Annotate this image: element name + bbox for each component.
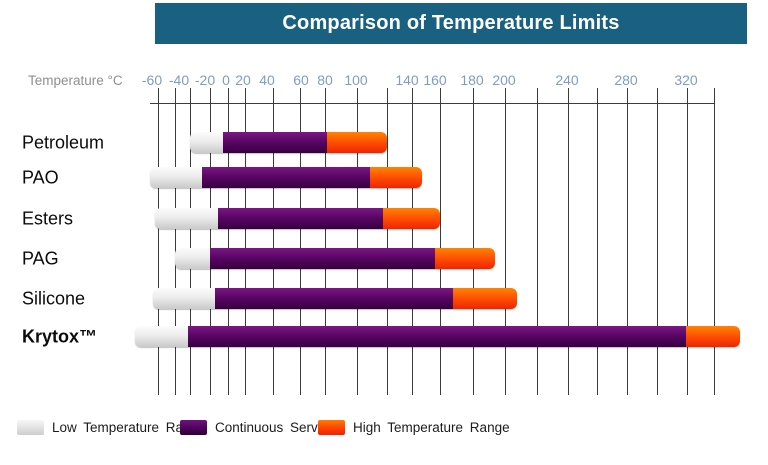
bar-esters	[155, 208, 440, 229]
gridline	[210, 88, 211, 395]
bar-pao-high	[370, 167, 422, 188]
tick-label--60: -60	[141, 72, 163, 88]
category-label-pao: PAO	[22, 167, 59, 187]
category-label-pag: PAG	[22, 248, 59, 268]
legend: Low Temperature Range Continuous Service…	[0, 420, 768, 446]
tick-label-180: 180	[460, 72, 484, 88]
gridline	[687, 88, 688, 395]
gridline	[597, 88, 598, 395]
category-label-petroleum: Petroleum	[22, 132, 105, 152]
bar-pag-high	[435, 248, 495, 269]
legend-swatch-high-icon	[318, 420, 345, 435]
gridline	[300, 88, 301, 395]
tick-label--20: -20	[194, 72, 216, 88]
bar-petroleum	[190, 132, 387, 153]
category-label-krytox: Krytox™	[22, 326, 98, 346]
gridline	[228, 88, 229, 395]
bar-esters-continuous	[218, 208, 383, 229]
tick-label-60: 60	[293, 72, 309, 88]
tick-label--40: -40	[168, 72, 190, 88]
bar-pao	[150, 167, 422, 188]
tick-label-20: 20	[235, 72, 251, 88]
gridline	[158, 88, 159, 395]
chart-title-bar: Comparison of Temperature Limits	[155, 3, 747, 44]
gridline	[440, 88, 441, 395]
legend-swatch-low-icon	[17, 420, 44, 435]
gridline	[175, 88, 176, 395]
gridline	[412, 88, 413, 395]
bar-esters-low	[155, 208, 218, 229]
gridline	[273, 88, 274, 395]
axis-caption: Temperature °C	[28, 73, 123, 88]
tick-label-240: 240	[555, 72, 579, 88]
legend-label-low: Low Temperature Range	[52, 420, 206, 435]
bar-petroleum-continuous	[223, 132, 327, 153]
gridline	[568, 88, 569, 395]
tick-label-320: 320	[674, 72, 698, 88]
bar-pag	[175, 248, 495, 269]
category-label-silicone: Silicone	[22, 288, 86, 308]
bar-krytox	[135, 326, 740, 347]
bar-petroleum-low	[190, 132, 223, 153]
legend-label-continuous: Continuous Service	[215, 420, 336, 435]
gridline	[357, 88, 358, 395]
gridline	[537, 88, 538, 395]
tick-label-0: 0	[222, 72, 230, 88]
category-label-esters: Esters	[22, 208, 74, 228]
bar-petroleum-high	[327, 132, 387, 153]
legend-item-low: Low Temperature Range	[17, 420, 206, 435]
bar-esters-high	[383, 208, 440, 229]
tick-label-80: 80	[317, 72, 333, 88]
bar-silicone-low	[153, 288, 215, 309]
gridline	[473, 88, 474, 395]
chart-title: Comparison of Temperature Limits	[282, 12, 620, 34]
bar-pag-continuous	[210, 248, 435, 269]
bar-pao-continuous	[202, 167, 370, 188]
tick-label-280: 280	[614, 72, 638, 88]
legend-item-high: High Temperature Range	[318, 420, 510, 435]
gridline	[627, 88, 628, 395]
tick-label-100: 100	[344, 72, 368, 88]
tick-label-160: 160	[423, 72, 447, 88]
legend-item-continuous: Continuous Service	[180, 420, 335, 435]
bar-silicone	[153, 288, 517, 309]
tick-label-140: 140	[395, 72, 419, 88]
bar-pag-low	[175, 248, 210, 269]
gridline	[190, 88, 191, 395]
legend-label-high: High Temperature Range	[353, 420, 510, 435]
bar-krytox-low	[135, 326, 188, 347]
bar-silicone-high	[453, 288, 517, 309]
x-axis-line	[150, 103, 714, 104]
bar-pao-low	[150, 167, 202, 188]
tick-label-200: 200	[492, 72, 516, 88]
gridline	[387, 88, 388, 395]
bar-krytox-continuous	[188, 326, 686, 347]
gridline	[325, 88, 326, 395]
gridline	[714, 88, 715, 395]
tick-label-40: 40	[259, 72, 275, 88]
gridline	[505, 88, 506, 395]
bar-krytox-high	[686, 326, 740, 347]
bar-silicone-continuous	[215, 288, 453, 309]
gridline	[657, 88, 658, 395]
legend-swatch-continuous-icon	[180, 420, 207, 435]
gridline	[245, 88, 246, 395]
